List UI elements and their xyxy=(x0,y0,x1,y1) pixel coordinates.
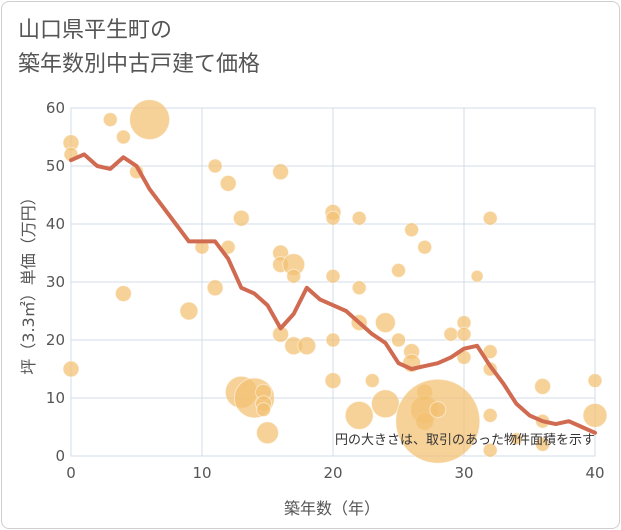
data-bubble xyxy=(534,377,552,395)
data-bubble xyxy=(391,262,406,278)
trend-line xyxy=(69,152,597,435)
x-tick-label: 0 xyxy=(66,464,76,482)
x-tick-label: 10 xyxy=(192,464,211,482)
data-bubble xyxy=(297,336,317,356)
data-bubble xyxy=(404,222,420,238)
data-bubble xyxy=(482,442,498,458)
y-axis-label: 坪（3.3㎡）単価（万円） xyxy=(19,189,38,374)
data-bubble xyxy=(364,373,380,389)
data-bubble xyxy=(115,129,131,145)
y-tick-label: 40 xyxy=(46,215,65,233)
data-bubble xyxy=(102,112,118,128)
data-bubble xyxy=(344,400,374,430)
data-bubble xyxy=(456,326,472,342)
data-bubble xyxy=(370,389,400,419)
x-tick-label: 20 xyxy=(323,464,342,482)
chart-bubbles xyxy=(62,99,608,464)
data-bubble xyxy=(324,372,342,390)
chart-trend xyxy=(69,152,597,435)
data-bubble xyxy=(482,407,498,423)
data-bubble xyxy=(286,268,302,284)
data-bubble xyxy=(256,402,272,418)
x-axis-label: 築年数（年） xyxy=(284,499,380,518)
chart-title-line2: 築年数別中古戸建て価格 xyxy=(18,52,261,77)
y-tick-label: 10 xyxy=(46,389,65,407)
data-bubble xyxy=(351,280,367,296)
y-tick-label: 60 xyxy=(46,99,65,117)
data-bubble xyxy=(482,210,498,226)
data-bubble xyxy=(395,378,481,464)
data-bubble xyxy=(582,402,608,428)
data-bubble xyxy=(272,163,290,181)
chart-title-line1: 山口県平生町の xyxy=(18,18,173,43)
data-bubble xyxy=(391,332,406,348)
data-bubble xyxy=(587,373,603,389)
data-bubble xyxy=(429,401,447,419)
data-bubble xyxy=(206,279,224,297)
data-bubble xyxy=(114,285,132,303)
data-bubble xyxy=(207,158,223,174)
data-bubble xyxy=(535,436,551,452)
data-bubble xyxy=(62,360,80,378)
bubble-size-note: 円の大きさは、取引のあった物件面積を示す xyxy=(335,433,595,448)
data-bubble xyxy=(256,421,279,445)
data-bubble xyxy=(509,432,523,446)
y-tick-label: 20 xyxy=(46,331,65,349)
data-bubble xyxy=(374,312,396,334)
data-bubble xyxy=(443,326,459,342)
x-tick-label: 40 xyxy=(585,464,604,482)
data-bubble xyxy=(129,99,171,141)
x-tick-label: 30 xyxy=(454,464,473,482)
data-bubble xyxy=(232,209,250,227)
chart-ticks: 0 10 20 30 40 0 10 20 30 40 50 60 xyxy=(46,99,605,482)
y-tick-label: 50 xyxy=(46,157,65,175)
data-bubble xyxy=(470,269,484,283)
y-tick-label: 0 xyxy=(55,447,65,465)
data-bubble xyxy=(219,174,237,192)
data-bubble xyxy=(325,332,341,348)
chart-title: 山口県平生町の 築年数別中古戸建て価格 xyxy=(18,14,260,82)
y-tick-label: 30 xyxy=(46,273,65,291)
data-bubble xyxy=(325,210,341,226)
data-bubble xyxy=(325,268,341,284)
data-bubble xyxy=(179,301,199,321)
data-bubble xyxy=(417,239,433,255)
data-bubble xyxy=(351,210,367,226)
